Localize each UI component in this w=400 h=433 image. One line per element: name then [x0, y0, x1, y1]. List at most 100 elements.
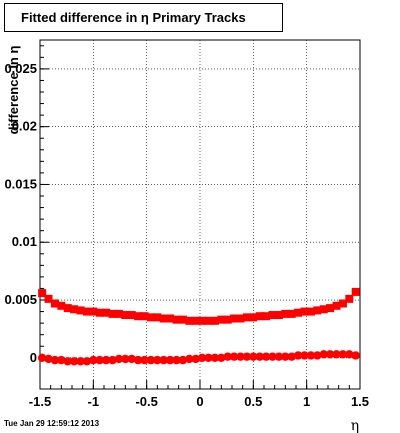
data-point [134, 312, 143, 321]
data-point [287, 352, 296, 361]
data-point [198, 316, 207, 325]
y-tick-label: 0.015 [4, 176, 37, 191]
data-point [223, 315, 232, 324]
data-point [50, 299, 59, 308]
timestamp: Tue Jan 29 12:59:12 2013 [4, 419, 100, 428]
y-axis-label: difference in η [6, 46, 21, 135]
data-point [191, 354, 200, 364]
data-point [313, 351, 322, 360]
data-point [185, 316, 194, 325]
data-point [108, 355, 117, 365]
data-point [95, 308, 104, 317]
data-point [38, 289, 47, 298]
data-point [89, 355, 98, 365]
data-point [255, 352, 264, 361]
data-point [332, 301, 341, 310]
data-point [345, 350, 354, 359]
x-tick-label: 1.5 [351, 394, 369, 409]
data-point [37, 353, 47, 362]
data-point [185, 354, 194, 364]
data-point [217, 353, 226, 362]
data-point [63, 357, 72, 366]
data-point [319, 350, 328, 359]
data-point [44, 294, 53, 303]
data-point [146, 355, 156, 365]
data-point [293, 351, 303, 360]
data-point [204, 316, 213, 325]
x-tick-label: -1.5 [29, 394, 51, 409]
data-point [249, 352, 258, 361]
data-point [313, 306, 322, 315]
data-point [76, 306, 85, 315]
data-point [230, 314, 239, 323]
data-point [351, 351, 360, 360]
data-point [319, 305, 328, 314]
data-point [338, 299, 347, 308]
data-point [165, 355, 175, 365]
data-point [178, 315, 187, 324]
data-point [127, 311, 136, 320]
data-point [326, 304, 335, 313]
data-point [229, 352, 239, 361]
data-point [159, 314, 168, 323]
y-tick-label: 0.02 [12, 119, 37, 134]
data-point [82, 307, 91, 316]
data-point [249, 313, 258, 322]
data-point [140, 312, 149, 321]
data-point [172, 315, 181, 324]
x-tick-label: 0 [196, 394, 203, 409]
data-point [268, 352, 277, 361]
data-point [44, 354, 53, 364]
data-point [300, 307, 309, 316]
data-point [76, 357, 85, 366]
data-point [204, 353, 213, 362]
data-point [57, 301, 66, 310]
data-point [306, 307, 315, 316]
y-tick-label: 0 [30, 350, 37, 365]
data-point [197, 353, 207, 362]
data-point [300, 351, 309, 360]
data-point [274, 352, 284, 361]
data-point [345, 294, 354, 303]
data-point [332, 350, 341, 359]
data-point [108, 309, 117, 318]
data-series [37, 287, 360, 366]
data-point [338, 350, 348, 359]
data-point [351, 287, 360, 296]
data-point [261, 352, 271, 361]
y-tick-label: 0.01 [12, 234, 37, 249]
x-tick-label: -1 [88, 394, 100, 409]
x-tick-label: -0.5 [135, 394, 157, 409]
data-point [69, 357, 79, 366]
x-tick-labels: -1.5 -1 -0.5 0 0.5 1 1.5 [29, 394, 369, 409]
y-tick-labels: 0 0.005 0.01 0.015 0.02 0.025 [4, 61, 37, 365]
data-point [268, 311, 277, 320]
data-point [140, 355, 149, 365]
data-point [63, 304, 72, 313]
data-point [255, 312, 264, 321]
x-tick-label: 0.5 [244, 394, 262, 409]
data-point [262, 312, 271, 321]
chart-title: Fitted difference in η Primary Tracks [4, 3, 283, 32]
x-axis-label: η [351, 418, 359, 433]
data-point [281, 309, 290, 318]
data-point [306, 351, 316, 360]
data-point [210, 316, 219, 325]
data-point [287, 309, 296, 318]
data-point [127, 354, 136, 364]
data-point [121, 354, 130, 364]
data-point [153, 355, 162, 365]
data-point [57, 355, 66, 365]
data-point [89, 307, 98, 316]
data-point [210, 353, 220, 362]
data-point [153, 313, 162, 322]
data-point [236, 314, 245, 323]
data-point [70, 305, 79, 314]
y-tick-label: 0.005 [4, 292, 37, 307]
data-point [121, 311, 130, 320]
data-point [102, 308, 111, 317]
data-point [101, 355, 111, 365]
data-point [178, 355, 188, 365]
y-tick-label: 0.025 [4, 61, 37, 76]
